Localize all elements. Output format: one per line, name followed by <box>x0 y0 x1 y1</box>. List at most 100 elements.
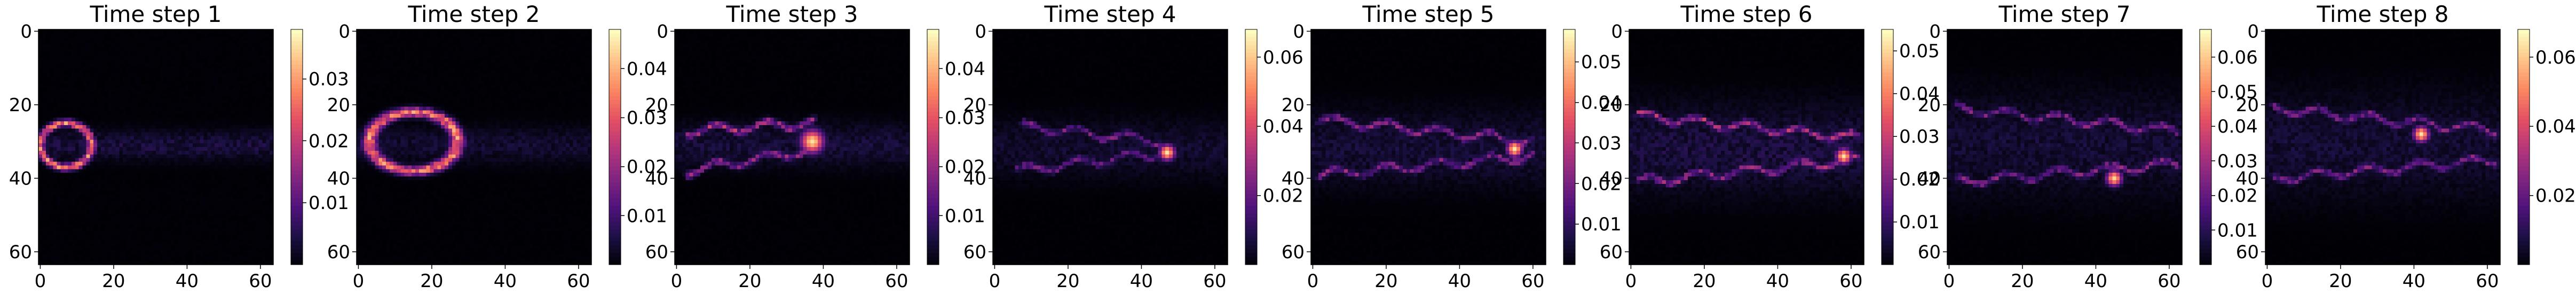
heatmap-cell <box>53 165 57 169</box>
heatmap-cell <box>478 37 481 41</box>
heatmap-cell <box>226 246 230 250</box>
heatmap-cell <box>248 121 251 125</box>
heatmap-cell <box>97 250 101 254</box>
heatmap-cell <box>218 33 222 37</box>
heatmap-cell <box>203 176 207 180</box>
heatmap-cell <box>134 235 138 239</box>
heatmap-cell <box>156 239 160 243</box>
heatmap-cell <box>60 74 64 78</box>
heatmap-cell <box>50 125 53 129</box>
heatmap-cell <box>226 99 230 103</box>
heatmap-cell <box>75 55 79 59</box>
heatmap-cell <box>97 231 101 235</box>
colorbar-segment <box>291 139 303 143</box>
heatmap-cell <box>72 88 75 92</box>
heatmap-cell <box>178 206 181 210</box>
heatmap-cell <box>248 44 251 48</box>
heatmap-cell <box>93 239 97 243</box>
heatmap-cell <box>60 250 64 254</box>
heatmap-cell <box>426 33 430 37</box>
heatmap-cell <box>123 77 127 81</box>
heatmap-cell <box>53 74 57 78</box>
heatmap-cell <box>152 151 156 155</box>
heatmap-cell <box>148 180 152 184</box>
heatmap-cell <box>390 51 393 55</box>
heatmap-cell <box>156 147 160 151</box>
heatmap-cell <box>244 221 248 225</box>
heatmap-cell <box>185 257 189 261</box>
heatmap-cell <box>83 63 86 66</box>
heatmap-cell <box>141 48 145 51</box>
heatmap-cell <box>68 173 72 176</box>
heatmap-cell <box>203 92 207 96</box>
heatmap-cell <box>193 198 196 202</box>
heatmap-cell <box>215 84 218 88</box>
heatmap-cell <box>215 151 218 155</box>
heatmap-cell <box>181 228 185 231</box>
heatmap-cell <box>148 253 152 257</box>
heatmap-cell <box>64 88 68 92</box>
colorbar-segment <box>291 221 303 226</box>
heatmap-cell <box>46 231 50 235</box>
heatmap-cell <box>68 162 72 166</box>
heatmap-cell <box>236 70 240 74</box>
heatmap-cell <box>259 106 263 110</box>
heatmap-cell <box>226 51 230 55</box>
heatmap-cell <box>75 48 79 51</box>
heatmap-cell <box>167 235 171 239</box>
heatmap-cell <box>138 257 141 261</box>
heatmap-cell <box>163 239 167 243</box>
heatmap-cell <box>138 37 141 41</box>
heatmap-cell <box>79 202 83 206</box>
heatmap-cell <box>119 55 123 59</box>
heatmap-cell <box>83 184 86 188</box>
heatmap-cell <box>68 99 72 103</box>
heatmap-cell <box>79 155 83 158</box>
heatmap-cell <box>148 84 152 88</box>
heatmap-cell <box>566 44 570 48</box>
heatmap-cell <box>244 169 248 173</box>
heatmap-cell <box>108 250 112 254</box>
heatmap-cell <box>433 44 437 48</box>
heatmap-cell <box>97 129 101 133</box>
heatmap-cell <box>86 48 90 51</box>
heatmap-cell <box>193 155 196 158</box>
heatmap-cell <box>255 246 259 250</box>
heatmap-cell <box>390 33 393 37</box>
heatmap-cell <box>230 66 233 70</box>
colorbar-segment <box>291 37 303 42</box>
heatmap-cell <box>203 63 207 66</box>
heatmap-cell <box>207 121 211 125</box>
heatmap-cell <box>115 257 119 261</box>
heatmap-cell <box>548 33 551 37</box>
heatmap-cell <box>145 169 148 173</box>
heatmap-cell <box>79 84 83 88</box>
heatmap-cell <box>203 103 207 107</box>
heatmap-cell <box>167 99 171 103</box>
heatmap-cell <box>46 136 50 140</box>
heatmap-cell <box>152 33 156 37</box>
heatmap-cell <box>119 110 123 114</box>
heatmap-cell <box>93 74 97 78</box>
heatmap-cell <box>105 180 108 184</box>
heatmap-cell <box>101 235 105 239</box>
heatmap-cell <box>236 66 240 70</box>
heatmap-cell <box>262 99 266 103</box>
heatmap-cell <box>127 173 130 176</box>
heatmap-cell <box>266 55 270 59</box>
heatmap-cell <box>83 165 86 169</box>
heatmap-cell <box>130 246 134 250</box>
heatmap-cell <box>251 106 255 110</box>
heatmap-cell <box>68 188 72 191</box>
heatmap-cell <box>185 44 189 48</box>
heatmap-cell <box>167 106 171 110</box>
heatmap-cell <box>215 114 218 118</box>
heatmap-cell <box>189 51 193 55</box>
heatmap-cell <box>181 84 185 88</box>
heatmap-cell <box>86 169 90 173</box>
heatmap-cell <box>230 158 233 162</box>
heatmap-cell <box>90 191 93 195</box>
heatmap-cell <box>244 110 248 114</box>
colorbar-segment <box>291 155 303 159</box>
heatmap-cell <box>50 92 53 96</box>
